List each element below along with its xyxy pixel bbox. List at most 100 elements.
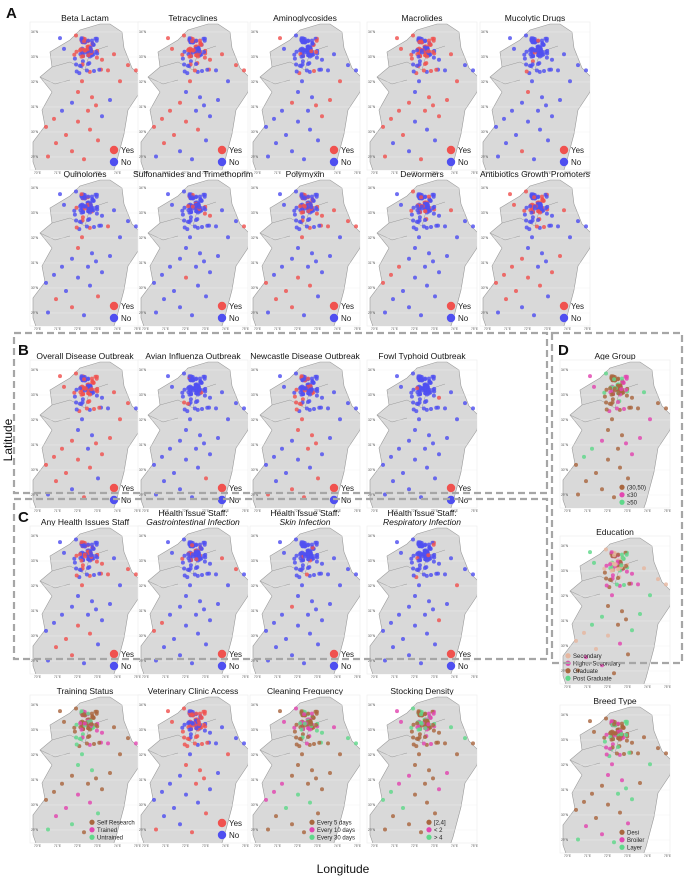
farm-point bbox=[425, 384, 430, 389]
legend-label: Yes bbox=[229, 819, 242, 828]
farm-points bbox=[152, 189, 246, 318]
farm-point bbox=[332, 52, 336, 57]
farm-point bbox=[309, 553, 314, 558]
farm-point bbox=[294, 225, 299, 230]
legend-swatch bbox=[426, 819, 432, 825]
farm-point bbox=[284, 289, 288, 293]
panel-label-d: D bbox=[558, 342, 569, 359]
farm-point bbox=[86, 376, 91, 381]
farm-point bbox=[415, 567, 419, 572]
map-layer bbox=[560, 361, 670, 508]
farm-point bbox=[306, 391, 311, 396]
farm-point bbox=[72, 725, 77, 730]
y-tick-label: 29°N bbox=[139, 493, 147, 497]
legend-swatch bbox=[329, 145, 339, 155]
farm-point bbox=[192, 406, 197, 411]
legend-label: Higher Secondary bbox=[573, 661, 621, 667]
farm-point bbox=[202, 393, 207, 398]
y-tick-label: 33°N bbox=[251, 728, 259, 732]
y-tick-label: 31°N bbox=[139, 443, 147, 447]
x-tick-label: 73°E bbox=[624, 685, 631, 689]
farm-point bbox=[433, 642, 437, 647]
farm-point bbox=[306, 711, 311, 716]
farm-point bbox=[346, 63, 350, 68]
farm-point bbox=[411, 553, 416, 558]
y-tick-label: 31°N bbox=[481, 261, 489, 265]
map-panel-sulfonamides-and-trimethoprim: Sulfonamides and Trimethoprim34°N33°N32°… bbox=[133, 169, 253, 331]
x-tick-label: 71°E bbox=[274, 171, 281, 175]
farm-point bbox=[421, 741, 426, 746]
x-tick-label: 75°E bbox=[134, 327, 141, 331]
farm-point bbox=[290, 305, 294, 310]
farm-point bbox=[186, 736, 190, 741]
farm-point bbox=[624, 733, 629, 737]
farm-point bbox=[619, 721, 624, 726]
farm-point bbox=[72, 208, 77, 213]
farm-point bbox=[502, 116, 506, 121]
legend: (30,50)≤30≥50 bbox=[619, 484, 646, 506]
legend-label: Graduate bbox=[573, 669, 599, 675]
map-panel-health-issue-staff-skin-infection: Health Issue Staff:Skin Infection34°N33°… bbox=[249, 508, 361, 679]
farm-point bbox=[401, 289, 405, 293]
farm-point bbox=[299, 727, 304, 732]
farm-point bbox=[423, 726, 428, 731]
farm-point bbox=[423, 711, 428, 716]
farm-point bbox=[636, 582, 640, 587]
farm-point bbox=[292, 56, 297, 61]
farm-point bbox=[627, 581, 632, 586]
farm-point bbox=[425, 800, 429, 805]
farm-point bbox=[314, 711, 319, 716]
farm-point bbox=[630, 395, 634, 400]
farm-point bbox=[60, 108, 64, 113]
farm-point bbox=[310, 599, 314, 604]
farm-point bbox=[471, 224, 475, 229]
farm-point bbox=[419, 552, 424, 557]
farm-point bbox=[52, 620, 56, 625]
panel-subtitle: Respiratory Infection bbox=[383, 517, 461, 527]
legend-swatch bbox=[426, 827, 432, 833]
y-tick-label: 34°N bbox=[31, 534, 39, 538]
farm-point bbox=[194, 391, 199, 396]
legend-label: Yes bbox=[229, 650, 242, 659]
farm-point bbox=[619, 376, 624, 381]
farm-point bbox=[90, 251, 94, 256]
map-panel-fowl-typhoid-outbreak: Fowl Typhoid Outbreak34°N33°N32°N31°N30°… bbox=[366, 351, 478, 513]
farm-point bbox=[112, 52, 116, 57]
farm-point bbox=[558, 98, 562, 102]
farm-point bbox=[300, 752, 304, 757]
farm-point bbox=[82, 830, 86, 835]
farm-point bbox=[397, 108, 401, 113]
x-tick-label: 71°E bbox=[274, 675, 281, 679]
y-tick-label: 31°N bbox=[31, 778, 39, 782]
farm-point bbox=[112, 725, 116, 730]
farm-point bbox=[616, 576, 621, 580]
farm-point bbox=[306, 194, 311, 199]
x-tick-label: 74°E bbox=[451, 327, 458, 331]
farm-point bbox=[58, 374, 62, 379]
x-tick-label: 72°E bbox=[294, 327, 301, 331]
farm-point bbox=[411, 566, 416, 571]
farm-point bbox=[300, 79, 304, 84]
y-tick-label: 33°N bbox=[368, 559, 376, 563]
farm-point bbox=[609, 568, 614, 573]
farm-point bbox=[421, 68, 426, 73]
farm-points bbox=[152, 371, 246, 500]
x-tick-label: 70°E bbox=[142, 509, 149, 513]
farm-point bbox=[76, 594, 80, 598]
farm-point bbox=[562, 52, 566, 57]
farm-point bbox=[302, 195, 307, 200]
farm-point bbox=[194, 566, 199, 570]
farm-point bbox=[280, 612, 284, 617]
legend-swatch bbox=[559, 157, 569, 167]
farm-point bbox=[92, 69, 96, 73]
farm-point bbox=[170, 202, 174, 207]
farm-point bbox=[528, 63, 532, 68]
farm-point bbox=[160, 789, 164, 794]
map-layer bbox=[480, 23, 590, 170]
y-tick-label: 31°N bbox=[31, 609, 39, 613]
x-tick-label: 73°E bbox=[544, 171, 551, 175]
farm-point bbox=[80, 732, 85, 737]
farm-point bbox=[584, 68, 588, 73]
farm-point bbox=[78, 219, 82, 224]
